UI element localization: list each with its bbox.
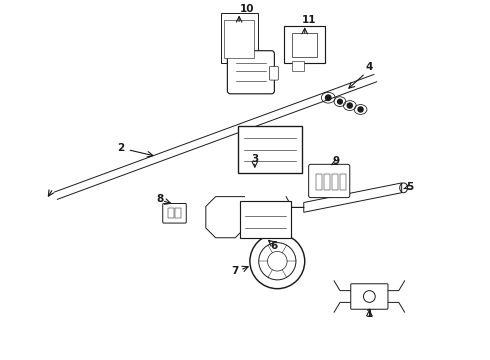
- Text: 5: 5: [407, 182, 414, 192]
- FancyBboxPatch shape: [163, 203, 186, 223]
- Text: 7: 7: [231, 266, 239, 276]
- FancyBboxPatch shape: [240, 201, 291, 238]
- Circle shape: [325, 95, 331, 100]
- FancyBboxPatch shape: [168, 208, 173, 218]
- Text: 4: 4: [366, 62, 373, 72]
- FancyBboxPatch shape: [224, 21, 254, 58]
- Text: 9: 9: [333, 156, 340, 166]
- Text: 10: 10: [240, 4, 254, 14]
- FancyBboxPatch shape: [292, 33, 318, 57]
- FancyBboxPatch shape: [317, 174, 322, 190]
- FancyBboxPatch shape: [284, 26, 325, 63]
- FancyBboxPatch shape: [324, 174, 330, 190]
- FancyBboxPatch shape: [227, 51, 274, 94]
- FancyBboxPatch shape: [340, 174, 346, 190]
- Text: 3: 3: [251, 154, 258, 165]
- Circle shape: [347, 103, 352, 108]
- Text: 6: 6: [271, 240, 278, 251]
- FancyBboxPatch shape: [309, 164, 350, 198]
- FancyBboxPatch shape: [238, 126, 302, 173]
- FancyBboxPatch shape: [175, 208, 181, 218]
- Text: 8: 8: [156, 194, 164, 204]
- Text: 2: 2: [117, 143, 124, 153]
- Circle shape: [358, 107, 363, 112]
- FancyBboxPatch shape: [220, 13, 258, 63]
- FancyBboxPatch shape: [351, 284, 388, 309]
- Text: 1: 1: [366, 309, 373, 319]
- FancyBboxPatch shape: [332, 174, 338, 190]
- Circle shape: [338, 99, 343, 104]
- FancyBboxPatch shape: [292, 62, 304, 71]
- FancyBboxPatch shape: [270, 66, 278, 80]
- Text: 11: 11: [301, 15, 316, 25]
